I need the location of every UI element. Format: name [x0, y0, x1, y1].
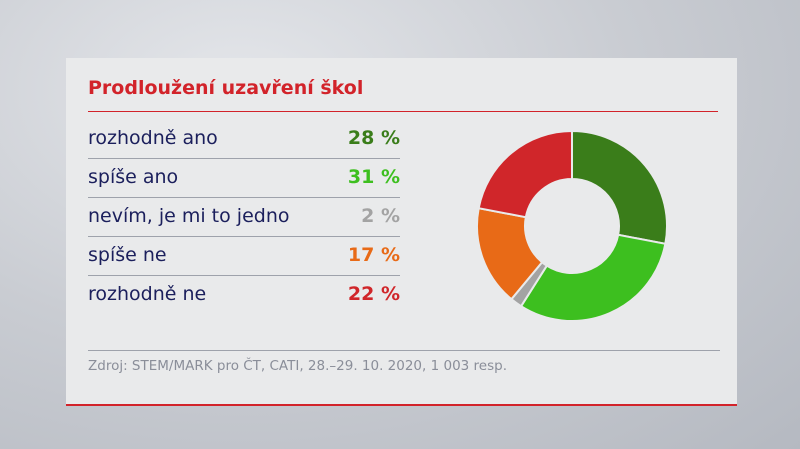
legend-row: nevím, je mi to jedno 2 %: [88, 197, 400, 237]
source-divider: [88, 350, 720, 351]
legend-row: rozhodně ano 28 %: [88, 119, 400, 159]
bottom-red-line: [66, 404, 737, 406]
category-label: rozhodně ano: [88, 127, 218, 149]
value-label: 31 %: [347, 166, 400, 188]
category-label: spíše ne: [88, 244, 167, 266]
legend-row: spíše ne 17 %: [88, 236, 400, 276]
infographic-panel: Prodloužení uzavření škol rozhodně ano 28…: [66, 58, 737, 406]
value-label: 28 %: [347, 127, 400, 149]
category-label: spíše ano: [88, 166, 179, 188]
chart-title: Prodloužení uzavření škol: [88, 77, 364, 99]
source-note: Zdroj: STEM/MARK pro ČT, CATI, 28.–29. 1…: [88, 358, 507, 374]
category-label: rozhodně ne: [88, 283, 207, 305]
donut-slice: [477, 131, 573, 219]
value-label: 2 %: [361, 205, 400, 227]
value-label: 17 %: [347, 244, 400, 266]
legend-row: rozhodně ne 22 %: [88, 275, 400, 314]
donut-chart: [476, 131, 668, 322]
donut-slice: [571, 131, 668, 245]
category-label: nevím, je mi to jedno: [88, 205, 290, 227]
value-label: 22 %: [347, 283, 400, 305]
legend-row: spíše ano 31 %: [88, 158, 400, 198]
donut-slice: [519, 233, 667, 322]
title-divider: [88, 111, 718, 112]
